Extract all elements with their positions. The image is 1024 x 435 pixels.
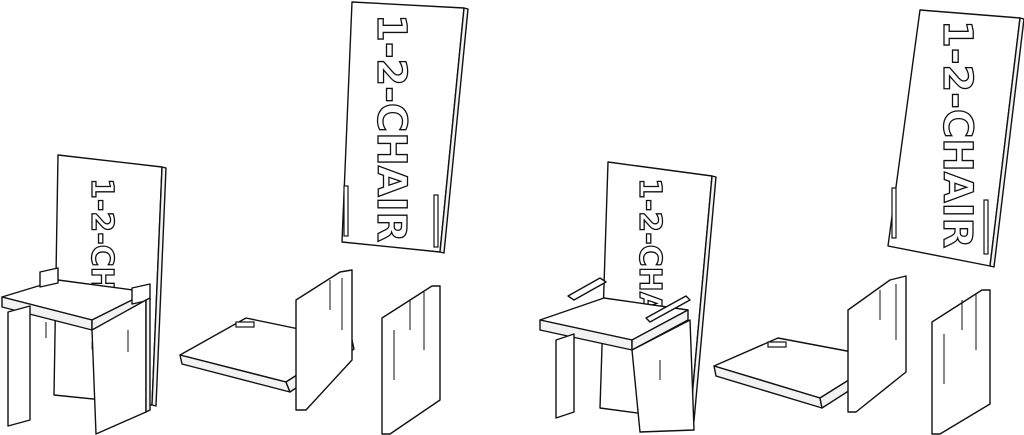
exploded-side-support [295, 269, 353, 411]
armrest-right [645, 295, 691, 323]
backrest-slot-right [433, 194, 439, 248]
exploded-backrest-lettering-2: 1-2-CHAIR [934, 20, 980, 248]
seat-tab-left [39, 267, 59, 288]
exploded-chair-arm: 1-2-CHAIR [713, 9, 1024, 435]
backrest-slot-left-2 [891, 187, 897, 239]
leg-panel-right-edge [145, 297, 151, 413]
exploded-leg-panel-2 [931, 289, 991, 435]
exploded-backrest-edge-2 [989, 17, 1024, 268]
backrest-slot-right-2 [983, 199, 989, 255]
leg-panel-left [7, 305, 31, 427]
backrest-slot-left [343, 185, 349, 237]
exploded-backrest-edge [439, 7, 469, 254]
exploded-backrest-lettering: 1-2-CHAIR [368, 14, 414, 242]
exploded-chair-tall: 1-2-CHAIR [179, 1, 469, 435]
leg-panel-left-2 [555, 333, 575, 419]
seat-slot-2 [767, 341, 787, 348]
leg-panel-right-2 [631, 319, 695, 433]
seat-slot [235, 321, 255, 328]
exploded-leg-panel [381, 285, 441, 435]
exploded-side-support-2 [847, 275, 907, 413]
seat-side-2 [631, 309, 689, 351]
assembled-chair-arm: 1-2-CHAIR [539, 161, 717, 433]
backrest-edge [151, 166, 167, 407]
assembled-chair-tall: 1-2-CHAIR [1, 154, 167, 435]
armrest-left [567, 277, 607, 301]
